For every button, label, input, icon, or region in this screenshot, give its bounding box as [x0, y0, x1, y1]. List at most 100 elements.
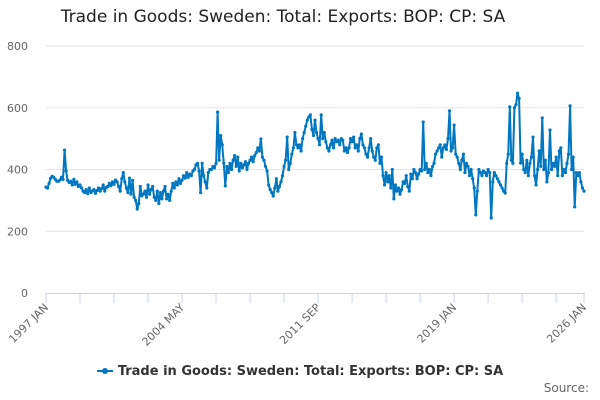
y-tick-label: 200	[7, 225, 28, 238]
data-point	[548, 128, 552, 132]
data-point	[387, 174, 391, 178]
data-point	[362, 146, 367, 150]
data-point	[540, 116, 544, 120]
data-point	[310, 127, 314, 131]
data-point	[205, 186, 209, 190]
y-tick-label: 0	[21, 287, 28, 300]
data-point	[78, 183, 82, 187]
data-point	[87, 186, 91, 190]
data-point	[450, 146, 455, 150]
data-point	[175, 183, 180, 187]
data-point	[265, 169, 269, 173]
legend[interactable]: Trade in Goods: Sweden: Total: Exports: …	[0, 364, 600, 379]
data-point	[253, 154, 257, 158]
y-axis: 0 200 400 600 800	[7, 40, 28, 300]
data-point	[70, 183, 74, 187]
source-label: Source:	[543, 381, 589, 395]
data-point	[198, 191, 203, 195]
data-point	[299, 149, 303, 153]
data-point	[441, 146, 445, 150]
data-point	[135, 207, 139, 211]
data-point	[341, 138, 345, 142]
data-point	[291, 146, 295, 150]
data-point	[69, 179, 73, 183]
data-point	[174, 180, 178, 184]
data-point	[237, 169, 241, 173]
data-point	[47, 181, 51, 185]
data-point	[274, 177, 278, 181]
data-point	[515, 91, 520, 95]
data-point	[519, 161, 523, 165]
data-point	[440, 155, 444, 159]
data-point	[506, 152, 510, 156]
data-point	[319, 113, 323, 117]
data-point	[147, 192, 152, 196]
data-point	[308, 113, 312, 117]
data-point	[477, 167, 481, 172]
data-point	[301, 137, 305, 141]
data-point	[582, 189, 586, 193]
data-point	[268, 187, 272, 192]
data-point	[483, 170, 487, 175]
data-point	[242, 163, 246, 167]
data-point	[123, 180, 127, 184]
data-point	[472, 186, 476, 190]
data-point	[560, 174, 564, 178]
data-point	[324, 140, 328, 144]
data-point	[546, 170, 551, 175]
legend-line-marker-icon	[96, 367, 113, 374]
data-point	[489, 216, 493, 220]
data-point	[514, 103, 518, 107]
data-point	[273, 186, 277, 190]
data-point	[427, 167, 432, 172]
data-point	[216, 110, 220, 114]
data-point	[432, 161, 436, 165]
data-point	[382, 183, 387, 187]
data-point	[229, 167, 234, 172]
data-point	[412, 167, 416, 172]
data-point	[129, 192, 133, 196]
data-point	[212, 166, 217, 170]
data-point	[234, 164, 238, 169]
data-point	[186, 175, 190, 179]
data-point	[185, 170, 189, 175]
data-point	[325, 146, 329, 150]
data-point	[313, 118, 317, 122]
data-point	[580, 186, 585, 190]
data-point	[209, 167, 214, 172]
data-point	[454, 152, 458, 156]
data-point	[359, 132, 363, 136]
data-point	[132, 195, 136, 199]
data-point	[290, 152, 294, 156]
data-point	[84, 187, 88, 192]
data-point	[407, 189, 411, 193]
data-point	[157, 201, 161, 206]
data-point	[115, 180, 119, 184]
data-point	[168, 198, 172, 202]
data-point	[270, 191, 274, 195]
data-point	[539, 164, 543, 169]
data-point	[570, 167, 574, 172]
data-point	[321, 137, 325, 141]
data-point	[562, 167, 566, 172]
data-point	[579, 180, 583, 184]
data-point	[420, 169, 424, 173]
data-point	[180, 178, 184, 182]
data-point	[563, 170, 568, 175]
data-point	[64, 169, 68, 173]
data-point	[485, 174, 489, 178]
data-point	[398, 192, 402, 196]
data-point	[455, 155, 459, 159]
data-point	[178, 181, 183, 185]
data-point	[503, 191, 507, 195]
data-point	[566, 152, 571, 156]
data-point	[282, 164, 286, 169]
data-point	[549, 167, 554, 172]
data-point	[195, 161, 200, 165]
data-point	[426, 170, 430, 175]
data-point	[110, 180, 115, 184]
data-point	[328, 143, 333, 147]
data-point	[151, 184, 155, 189]
data-point	[284, 158, 288, 162]
data-point	[375, 146, 379, 150]
